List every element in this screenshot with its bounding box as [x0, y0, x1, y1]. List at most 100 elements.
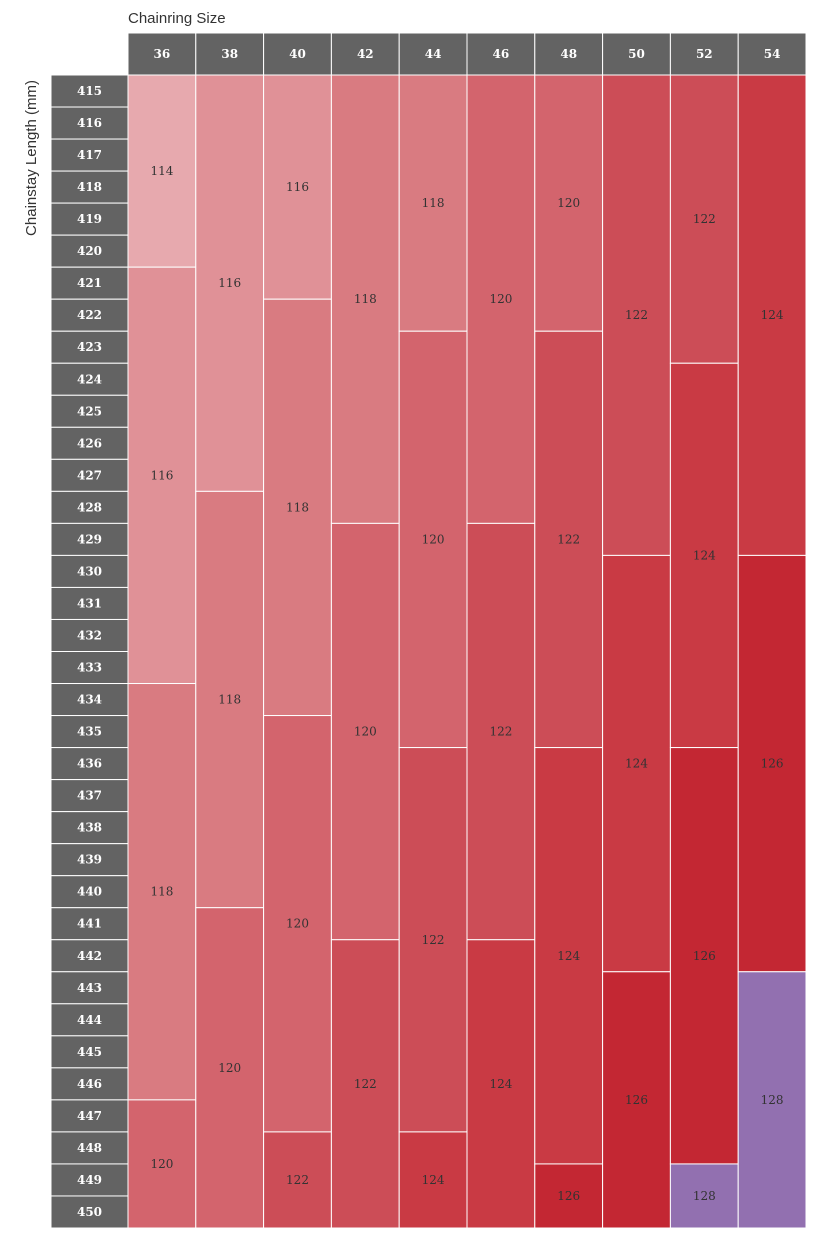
cell-value-label: 118 — [218, 693, 241, 707]
chart-cell — [330, 939, 400, 1229]
column-header-label: 44 — [425, 47, 442, 61]
row-header-label: 441 — [77, 917, 102, 931]
cell-value-label: 122 — [693, 212, 716, 226]
chart-cell — [398, 1131, 468, 1229]
row-header-420 — [50, 234, 129, 268]
chart-cell — [127, 1099, 197, 1229]
chart-cell — [127, 74, 197, 268]
column-header-label: 40 — [289, 47, 306, 61]
chart-cell — [669, 747, 739, 1165]
row-header-450 — [50, 1195, 129, 1229]
cell-value-label: 118 — [150, 885, 173, 899]
cell-value-label: 126 — [761, 757, 784, 771]
column-header-38 — [195, 32, 265, 76]
cell-value-label: 124 — [625, 757, 648, 771]
column-header-36 — [127, 32, 197, 76]
row-header-label: 440 — [77, 885, 102, 899]
row-header-444 — [50, 1003, 129, 1037]
chart-cell — [669, 362, 739, 749]
cell-value-label: 118 — [422, 196, 445, 210]
row-header-425 — [50, 394, 129, 428]
cell-value-label: 124 — [557, 949, 580, 963]
row-header-label: 436 — [77, 757, 102, 771]
cell-value-label: 124 — [693, 548, 716, 562]
chart-cell — [737, 971, 807, 1229]
row-header-label: 448 — [77, 1141, 102, 1155]
chart-cell — [466, 939, 536, 1229]
row-header-432 — [50, 618, 129, 653]
cell-value-label: 126 — [557, 1189, 580, 1203]
row-header-label: 450 — [77, 1205, 102, 1219]
column-header-label: 42 — [357, 47, 374, 61]
row-header-label: 420 — [77, 244, 102, 258]
cell-value-label: 128 — [693, 1189, 716, 1203]
row-header-418 — [50, 170, 129, 204]
chart-cell — [534, 330, 604, 749]
chart-cell — [466, 522, 536, 941]
row-header-label: 417 — [77, 148, 102, 162]
chart-cell — [669, 74, 739, 364]
cell-value-label: 122 — [286, 1173, 309, 1187]
cell-value-label: 124 — [422, 1173, 445, 1187]
row-header-440 — [50, 875, 129, 909]
cell-value-label: 120 — [150, 1157, 173, 1171]
row-header-label: 444 — [77, 1013, 102, 1027]
cell-value-label: 116 — [150, 468, 173, 482]
row-header-label: 429 — [77, 532, 102, 546]
chart-cell — [602, 554, 671, 973]
row-header-label: 423 — [77, 340, 102, 354]
row-header-431 — [50, 586, 129, 620]
y-axis-title: Chainstay Length (mm) — [23, 80, 40, 236]
cell-value-label: 118 — [354, 292, 377, 306]
cell-value-label: 120 — [489, 292, 512, 306]
row-header-label: 449 — [77, 1173, 102, 1187]
chart-cell — [195, 907, 265, 1229]
row-header-label: 428 — [77, 500, 102, 514]
row-header-446 — [50, 1067, 129, 1101]
row-header-label: 425 — [77, 404, 102, 418]
column-header-label: 48 — [560, 47, 577, 61]
column-header-label: 36 — [154, 47, 171, 61]
chart-cell — [737, 74, 807, 556]
row-header-449 — [50, 1163, 129, 1197]
column-header-54 — [737, 32, 807, 76]
row-header-label: 446 — [77, 1077, 102, 1091]
chart-cell — [534, 747, 604, 1165]
chart-cell — [263, 74, 332, 300]
column-header-label: 46 — [493, 47, 510, 61]
x-axis-title: Chainring Size — [128, 10, 226, 27]
column-headers: 36 38 40 42 44 46 48 50 52 54 — [127, 32, 807, 76]
row-header-422 — [50, 298, 129, 332]
row-headers: 415 416 417 418 419 420 421 422 423 424 425 426 427 4… — [50, 74, 129, 1229]
row-header-label: 445 — [77, 1045, 102, 1059]
row-header-label: 422 — [77, 308, 102, 322]
chart-cells: 114 116 118 120 116 118 120 116 118 120 122 118 120 1… — [127, 74, 807, 1229]
column-header-label: 52 — [696, 47, 713, 61]
cell-value-label: 124 — [489, 1077, 512, 1091]
row-header-433 — [50, 651, 129, 685]
row-header-label: 418 — [77, 180, 102, 194]
cell-value-label: 122 — [557, 532, 580, 546]
cell-value-label: 114 — [150, 164, 173, 178]
cell-value-label: 124 — [761, 308, 784, 322]
row-header-label: 421 — [77, 276, 102, 290]
row-header-label: 434 — [77, 693, 102, 707]
row-header-label: 437 — [77, 789, 102, 803]
chart-cell — [330, 522, 400, 941]
chart-cell — [398, 74, 468, 332]
row-header-label: 416 — [77, 116, 102, 130]
row-header-label: 430 — [77, 564, 102, 578]
chart-cell — [263, 298, 332, 717]
row-header-443 — [50, 971, 129, 1005]
cell-value-label: 126 — [625, 1093, 648, 1107]
row-header-435 — [50, 715, 129, 749]
cell-value-label: 120 — [557, 196, 580, 210]
chart-cell — [263, 715, 332, 1133]
row-header-label: 438 — [77, 821, 102, 835]
chart-cell — [737, 554, 807, 973]
cell-value-label: 122 — [354, 1077, 377, 1091]
chart-cell — [263, 1131, 332, 1229]
cell-value-label: 122 — [625, 308, 648, 322]
chart-cell — [669, 1163, 739, 1229]
